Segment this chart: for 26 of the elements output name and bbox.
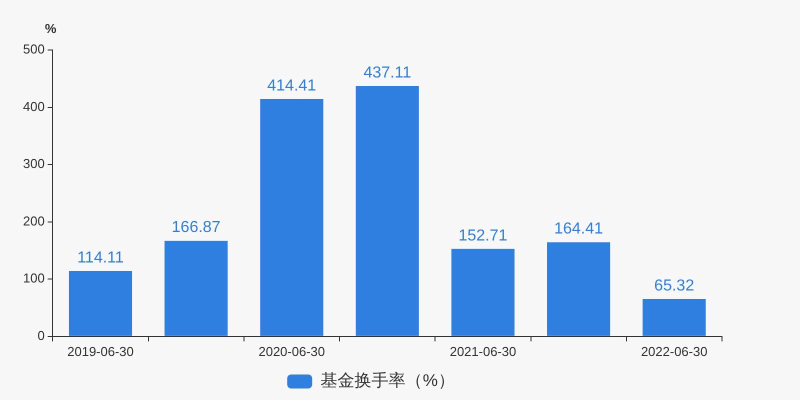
y-tick-label: 200 <box>22 213 45 228</box>
bar <box>164 240 228 336</box>
data-label: 414.41 <box>267 77 316 94</box>
x-tick-label: 2021-06-30 <box>450 344 516 359</box>
y-axis-title: % <box>44 21 57 36</box>
y-tick-label: 500 <box>22 42 45 57</box>
bar <box>68 271 132 336</box>
data-label: 437.11 <box>363 64 412 82</box>
bar <box>451 248 515 336</box>
y-tick-label: 0 <box>37 328 45 343</box>
data-label: 114.11 <box>77 249 124 266</box>
y-tick-label: 100 <box>22 270 45 286</box>
data-label: 152.71 <box>458 227 508 244</box>
x-tick-label: 2019-06-30 <box>67 344 134 359</box>
legend-label: 基金换手率（%） <box>320 371 455 390</box>
y-tick-label: 300 <box>22 156 45 172</box>
x-tick-label: 2020-06-30 <box>258 344 325 359</box>
data-label: 65.32 <box>654 277 694 294</box>
y-tick-label: 400 <box>22 98 45 114</box>
bar <box>642 298 706 336</box>
data-label: 166.87 <box>172 219 221 236</box>
bar <box>260 99 324 336</box>
bar <box>356 86 419 336</box>
bar <box>547 242 610 336</box>
x-tick-label: 2022-06-30 <box>640 344 708 359</box>
data-label: 164.41 <box>554 220 604 238</box>
